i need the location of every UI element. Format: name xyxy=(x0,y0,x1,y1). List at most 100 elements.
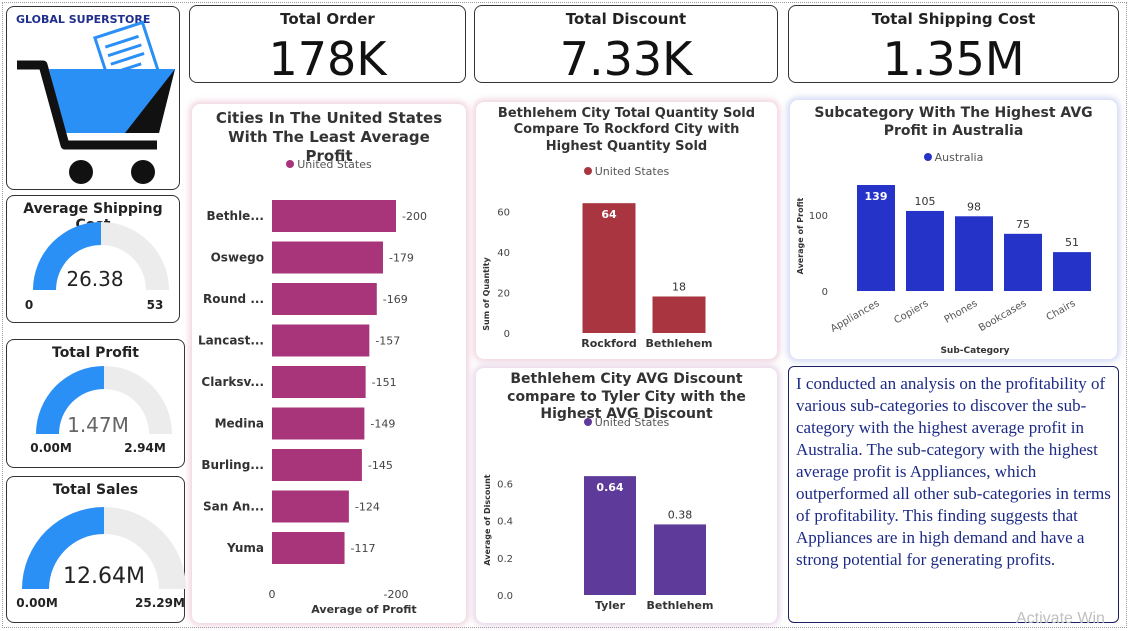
kpi-title: Total Shipping Cost xyxy=(871,10,1036,28)
category-label: Chairs xyxy=(1045,298,1078,323)
category-label: Tyler xyxy=(595,599,626,612)
y-axis-label: Average of Discount xyxy=(483,474,492,565)
gauge-chart: 12.64M 0.00M 25.29M xyxy=(16,507,186,610)
kpi-total-discount: Total Discount 7.33K xyxy=(474,5,778,86)
y-axis-label: Sum of Quantity xyxy=(482,256,491,330)
data-label: -145 xyxy=(368,459,393,472)
data-label: -117 xyxy=(351,542,376,555)
data-label: -149 xyxy=(370,418,395,431)
bar xyxy=(272,200,396,232)
y-axis-label: Average of Profit xyxy=(796,198,805,275)
chart-title: Subcategory With The Highest AVG Profit … xyxy=(814,105,1093,139)
x-axis-label: Average of Profit xyxy=(311,603,416,616)
chart-legend: United States xyxy=(476,165,777,178)
gauge-value: 12.64M xyxy=(63,564,145,589)
quantity-bar-chart: Sum of Quantity 0 20 40 60 64 Rockford 18 Bethl… xyxy=(482,203,712,350)
legend-dot xyxy=(583,167,592,175)
bar xyxy=(652,296,706,333)
category-label: Copiers xyxy=(892,298,930,326)
bar xyxy=(654,524,706,595)
legend-label: United States xyxy=(297,158,372,171)
gauge-min: 0.00M xyxy=(16,596,58,610)
quantity-chart-card: Bethlehem City Total Quantity Sold Compa… xyxy=(476,102,777,359)
kpi-total-shipping-cost: Total Shipping Cost 1.35M xyxy=(788,5,1119,86)
chart-legend: United States xyxy=(192,158,466,171)
category-label: Rockford xyxy=(581,337,637,350)
category-label: Oswego xyxy=(211,251,264,265)
y-tick: 100 xyxy=(809,211,828,222)
gauge-card-average-shipping-cost: Average Shipping Cost 26.38 0 53 xyxy=(6,195,180,323)
bar xyxy=(272,407,365,440)
category-label: Bethle... xyxy=(207,209,265,223)
y-tick: 0.4 xyxy=(497,517,513,528)
category-label: Medina xyxy=(215,417,264,431)
category-label: San An... xyxy=(203,500,264,514)
data-label: 139 xyxy=(865,190,888,203)
data-label: 64 xyxy=(601,208,617,221)
chart-legend: United States xyxy=(476,416,777,429)
category-label: Lancast... xyxy=(198,334,264,348)
subcategory-bar-chart: Average of Profit Sub-Category 0 100 139 Ap… xyxy=(796,185,1091,356)
y-tick: 20 xyxy=(497,288,510,299)
y-tick: 40 xyxy=(497,248,510,259)
cities-profit-bar-chart: 0 -200 Average of Profit Bethle... -200 Os… xyxy=(198,200,427,616)
bar xyxy=(955,216,993,291)
gauge-fill xyxy=(33,222,101,290)
gauge-card-total-sales: Total Sales 12.64M 0.00M 25.29M xyxy=(6,476,186,623)
bar xyxy=(272,532,345,564)
category-label: Yuma xyxy=(226,541,264,555)
gauge-min: 0.00M xyxy=(30,441,72,455)
data-label: -179 xyxy=(389,252,414,265)
logo-card: GLOBAL SUPERSTORE xyxy=(6,6,180,190)
gauge-max: 53 xyxy=(147,298,164,312)
data-label: -124 xyxy=(355,501,380,514)
gauge-card-total-profit: Total Profit 1.47M 0.00M 2.94M xyxy=(6,339,185,468)
bar xyxy=(906,210,944,291)
legend-dot xyxy=(923,153,932,161)
bar xyxy=(272,490,349,523)
gauge-min: 0 xyxy=(25,298,33,312)
chart-title: Cities In The United States With The Lea… xyxy=(215,109,443,165)
analysis-note: I conducted an analysis on the profitabi… xyxy=(788,366,1119,623)
gauge-value: 26.38 xyxy=(66,267,123,291)
gauge-max: 25.29M xyxy=(135,596,185,610)
cities-profit-chart-card: Cities In The United States With The Lea… xyxy=(192,104,466,623)
gauge-chart: 26.38 0 53 xyxy=(25,222,169,312)
gauge-title: Total Sales xyxy=(52,482,139,498)
kpi-title: Total Discount xyxy=(565,10,687,28)
data-label: -169 xyxy=(383,293,408,306)
legend-label: United States xyxy=(594,165,670,178)
legend-dot xyxy=(286,160,295,168)
discount-chart-card: Bethlehem City AVG Discount compare to T… xyxy=(476,368,777,623)
x-tick: 0 xyxy=(269,588,276,601)
legend-dot xyxy=(583,418,592,426)
data-label: -157 xyxy=(375,335,400,348)
subcategory-chart-card: Subcategory With The Highest AVG Profit … xyxy=(790,100,1117,359)
y-tick: 0 xyxy=(504,329,510,340)
category-label: Bethlehem xyxy=(647,599,714,612)
kpi-value: 1.35M xyxy=(882,32,1025,86)
data-label: 0.38 xyxy=(668,508,693,521)
y-tick: 0 xyxy=(822,287,828,298)
data-label: -200 xyxy=(402,210,427,223)
bar xyxy=(272,324,370,357)
category-label: Round ... xyxy=(203,292,264,306)
brand-title: GLOBAL SUPERSTORE xyxy=(16,13,151,26)
data-label: 105 xyxy=(915,195,936,208)
x-tick: -200 xyxy=(384,588,409,601)
chart-legend: Australia xyxy=(790,151,1117,164)
kpi-value: 178K xyxy=(268,32,387,86)
data-label: -151 xyxy=(372,376,397,389)
kpi-value: 7.33K xyxy=(559,32,693,86)
data-label: 0.64 xyxy=(596,481,623,494)
data-label: 98 xyxy=(967,200,981,213)
category-label: Clarksv... xyxy=(201,375,264,389)
gauge-max: 2.94M xyxy=(124,441,166,455)
shopping-cart-icon xyxy=(17,20,175,184)
gauge-value: 1.47M xyxy=(67,413,129,437)
gauge-fill xyxy=(36,366,104,434)
bar xyxy=(272,283,377,315)
category-label: Burling... xyxy=(201,458,264,472)
y-tick: 0.6 xyxy=(497,480,513,491)
